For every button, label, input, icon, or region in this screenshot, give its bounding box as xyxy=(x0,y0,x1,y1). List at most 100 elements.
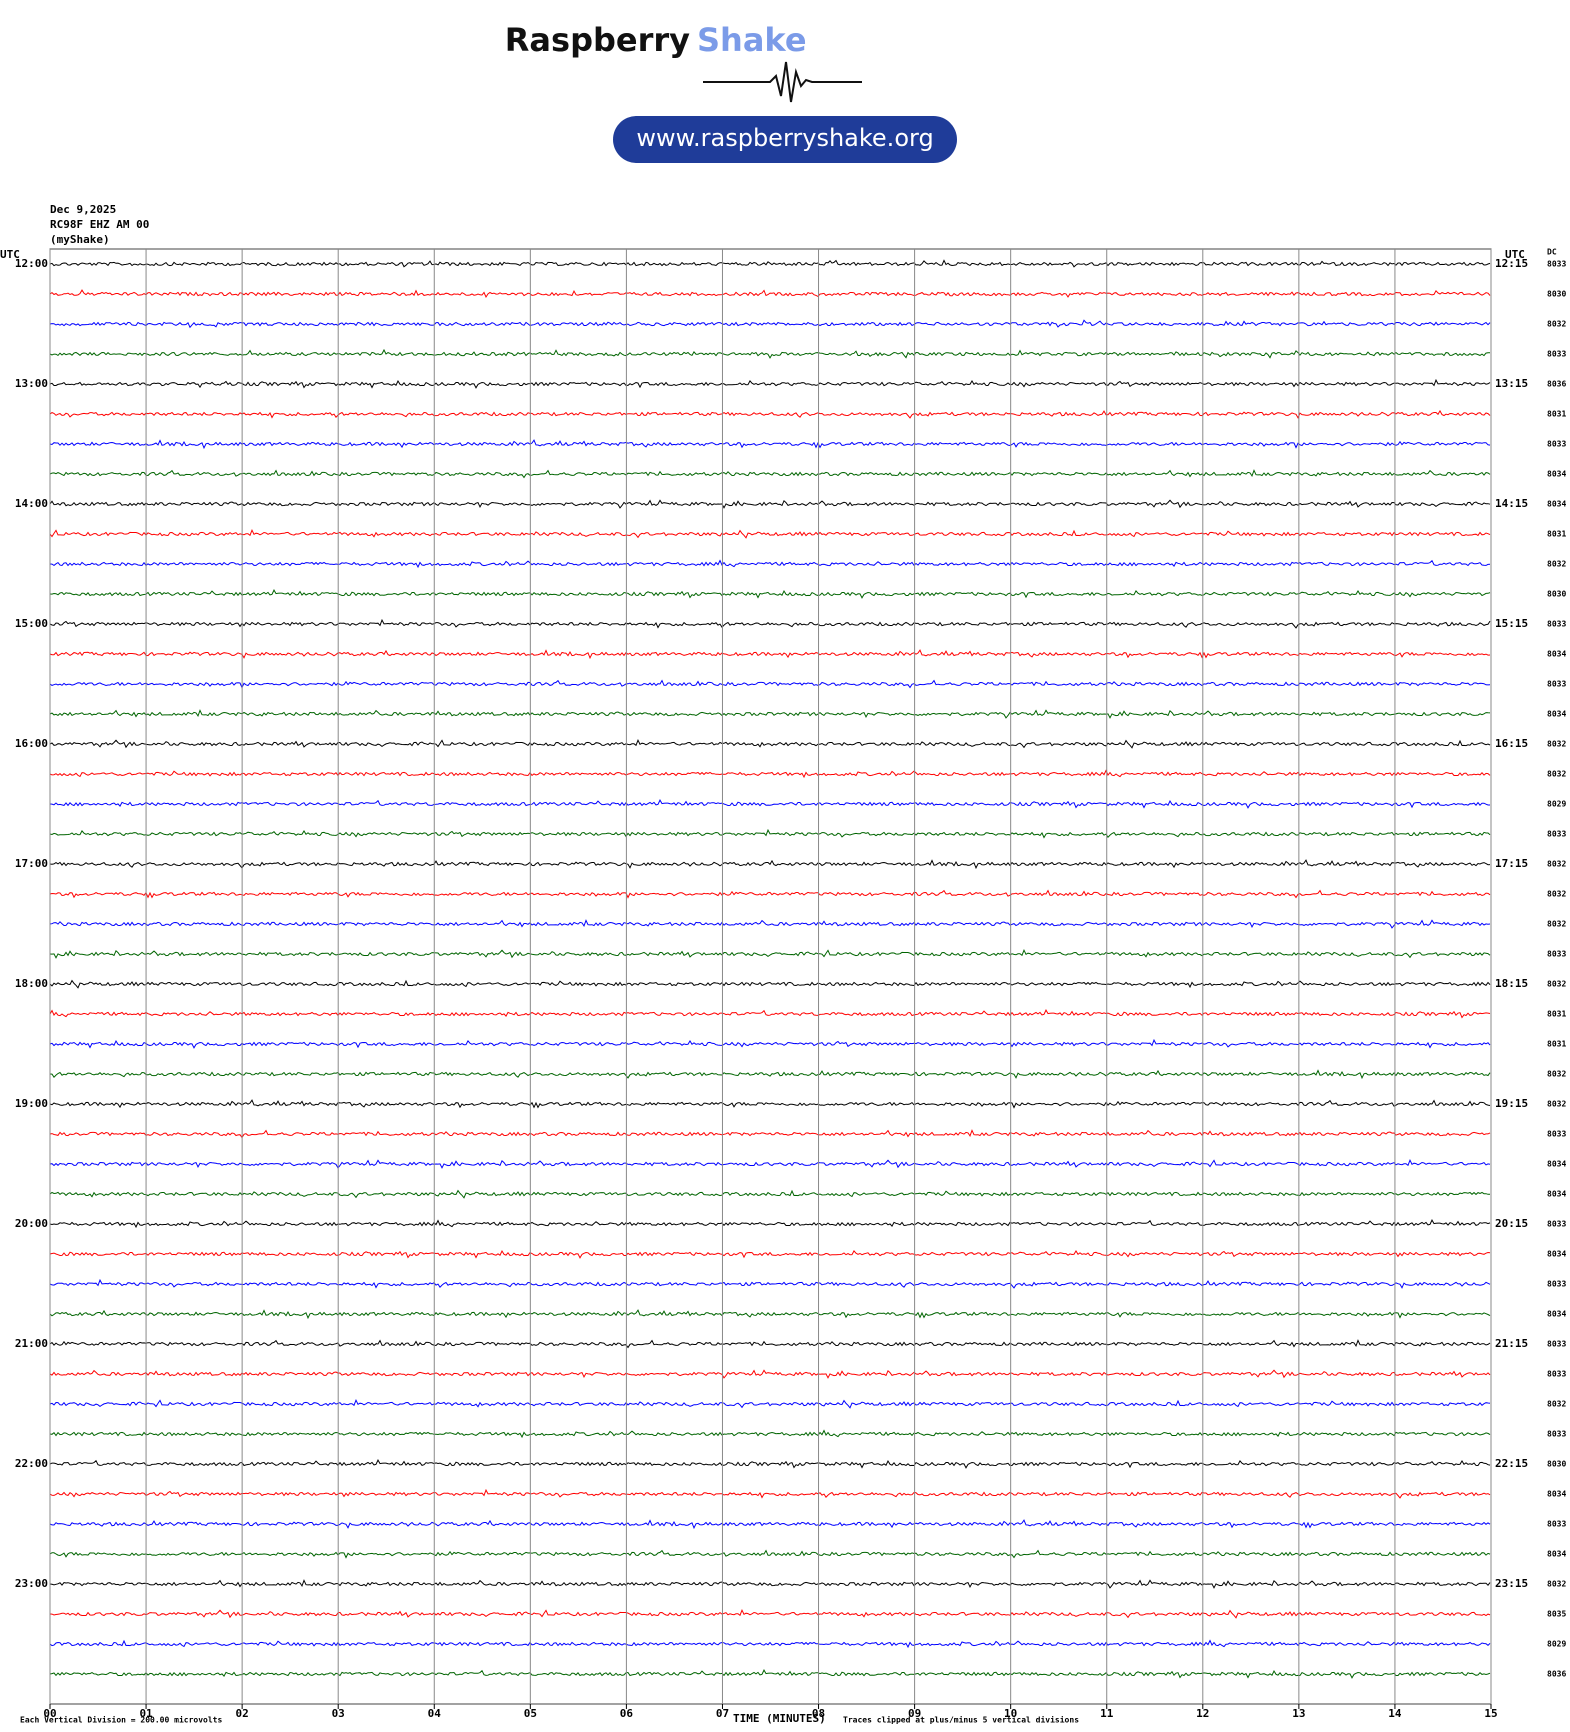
dc-value: 8033 xyxy=(1547,1220,1566,1229)
dc-value: 8034 xyxy=(1547,500,1566,509)
trace xyxy=(49,1398,1491,1409)
dc-value: 8032 xyxy=(1547,980,1566,989)
x-tick-label: 09 xyxy=(908,1707,921,1720)
row-time-label: 22:15 xyxy=(1495,1457,1528,1470)
info-line: Dec 9,2025 xyxy=(50,203,116,216)
x-tick-label: 11 xyxy=(1100,1707,1114,1720)
plot xyxy=(49,259,1491,1679)
dc-value: 8035 xyxy=(1547,1610,1566,1619)
row-time-label: 13:00 xyxy=(15,377,48,390)
row-time-label: 20:15 xyxy=(1495,1217,1528,1230)
row-time-label: 16:15 xyxy=(1495,737,1528,750)
trace xyxy=(49,889,1491,899)
axis-label: UTC xyxy=(0,248,20,261)
info-line: (myShake) xyxy=(50,233,110,246)
row-time-label: 19:15 xyxy=(1495,1097,1528,1110)
dc-value: 8034 xyxy=(1547,1490,1566,1499)
dc-value: 8033 xyxy=(1547,1130,1566,1139)
dc-value: 8033 xyxy=(1547,1340,1566,1349)
row-time-label: 21:15 xyxy=(1495,1337,1528,1350)
trace xyxy=(49,1309,1491,1320)
trace xyxy=(49,1519,1491,1530)
dc-value: 8032 xyxy=(1547,1400,1566,1409)
dc-value: 8032 xyxy=(1547,890,1566,899)
x-tick-label: 15 xyxy=(1484,1707,1497,1720)
trace xyxy=(49,1369,1491,1379)
trace xyxy=(49,1488,1491,1499)
dc-value: 8033 xyxy=(1547,440,1566,449)
dc-value: 8034 xyxy=(1547,1190,1566,1199)
dc-value: 8031 xyxy=(1547,530,1566,539)
row-time-label: 23:00 xyxy=(15,1577,48,1590)
x-tick-label: 07 xyxy=(716,1707,729,1720)
logo-word: Raspberry xyxy=(505,21,690,59)
dc-value: 8033 xyxy=(1547,680,1566,689)
x-tick-label: 13 xyxy=(1292,1707,1305,1720)
row-time-label: 20:00 xyxy=(15,1217,48,1230)
dc-value: 8031 xyxy=(1547,410,1566,419)
row-time-label: 15:00 xyxy=(15,617,48,630)
row-time-label: 16:00 xyxy=(15,737,48,750)
x-tick-label: 02 xyxy=(236,1707,249,1720)
row-time-label: 17:00 xyxy=(15,857,48,870)
logo-word: Shake xyxy=(697,21,807,59)
dc-value: 8031 xyxy=(1547,1040,1566,1049)
trace xyxy=(49,1669,1491,1679)
website-link[interactable]: www.raspberryshake.org xyxy=(636,124,933,152)
trace xyxy=(49,1158,1491,1169)
row-time-label: 12:15 xyxy=(1495,257,1528,270)
trace xyxy=(49,528,1491,539)
trace xyxy=(49,409,1491,419)
row-time-label: 18:15 xyxy=(1495,977,1528,990)
trace xyxy=(49,439,1491,450)
dc-value: 8032 xyxy=(1547,1580,1566,1589)
x-tick-label: 00 xyxy=(43,1707,56,1720)
x-tick-label: 05 xyxy=(524,1707,537,1720)
dc-value: 8032 xyxy=(1547,320,1566,329)
dc-value: 8030 xyxy=(1547,1460,1566,1469)
dc-value: 8033 xyxy=(1547,830,1566,839)
trace xyxy=(49,679,1491,689)
trace xyxy=(49,1459,1491,1469)
row-time-label: 22:00 xyxy=(15,1457,48,1470)
row-time-label: 14:15 xyxy=(1495,497,1528,510)
footer-note: Each Vertical Division = 200.00 microvol… xyxy=(20,1715,222,1725)
trace xyxy=(49,769,1491,779)
dc-value: 8033 xyxy=(1547,260,1566,269)
trace xyxy=(49,1099,1491,1109)
trace xyxy=(49,1069,1491,1080)
plot-frame xyxy=(49,248,1492,1705)
trace xyxy=(49,1608,1491,1619)
row-time-label: 23:15 xyxy=(1495,1577,1528,1590)
trace xyxy=(49,618,1491,629)
dc-value: 8033 xyxy=(1547,1370,1566,1379)
x-tick-label: 03 xyxy=(332,1707,345,1720)
row-time-label: 14:00 xyxy=(15,497,48,510)
trace xyxy=(49,948,1491,959)
row-time-label: 18:00 xyxy=(15,977,48,990)
trace xyxy=(49,709,1491,719)
dc-value: 8031 xyxy=(1547,1010,1566,1019)
trace xyxy=(49,1339,1491,1349)
x-tick-label: 01 xyxy=(139,1707,153,1720)
x-axis-title: TIME (MINUTES) xyxy=(733,1712,826,1725)
row-time-label: 13:15 xyxy=(1495,377,1528,390)
trace xyxy=(49,589,1491,599)
trace xyxy=(49,738,1491,749)
x-tick-label: 12 xyxy=(1196,1707,1209,1720)
dc-value: 8030 xyxy=(1547,590,1566,599)
dc-value: 8032 xyxy=(1547,740,1566,749)
dc-value: 8034 xyxy=(1547,710,1566,719)
trace xyxy=(49,289,1491,299)
footer-note: Traces clipped at plus/minus 5 vertical … xyxy=(843,1715,1079,1725)
website-pill[interactable] xyxy=(613,116,957,163)
trace xyxy=(49,319,1491,329)
dc-value: 8034 xyxy=(1547,1250,1566,1259)
x-tick-label: 04 xyxy=(428,1707,442,1720)
trace xyxy=(49,799,1490,809)
dc-value: 8032 xyxy=(1547,860,1566,869)
trace xyxy=(49,1429,1491,1439)
trace xyxy=(49,1249,1491,1259)
trace xyxy=(49,1639,1491,1649)
